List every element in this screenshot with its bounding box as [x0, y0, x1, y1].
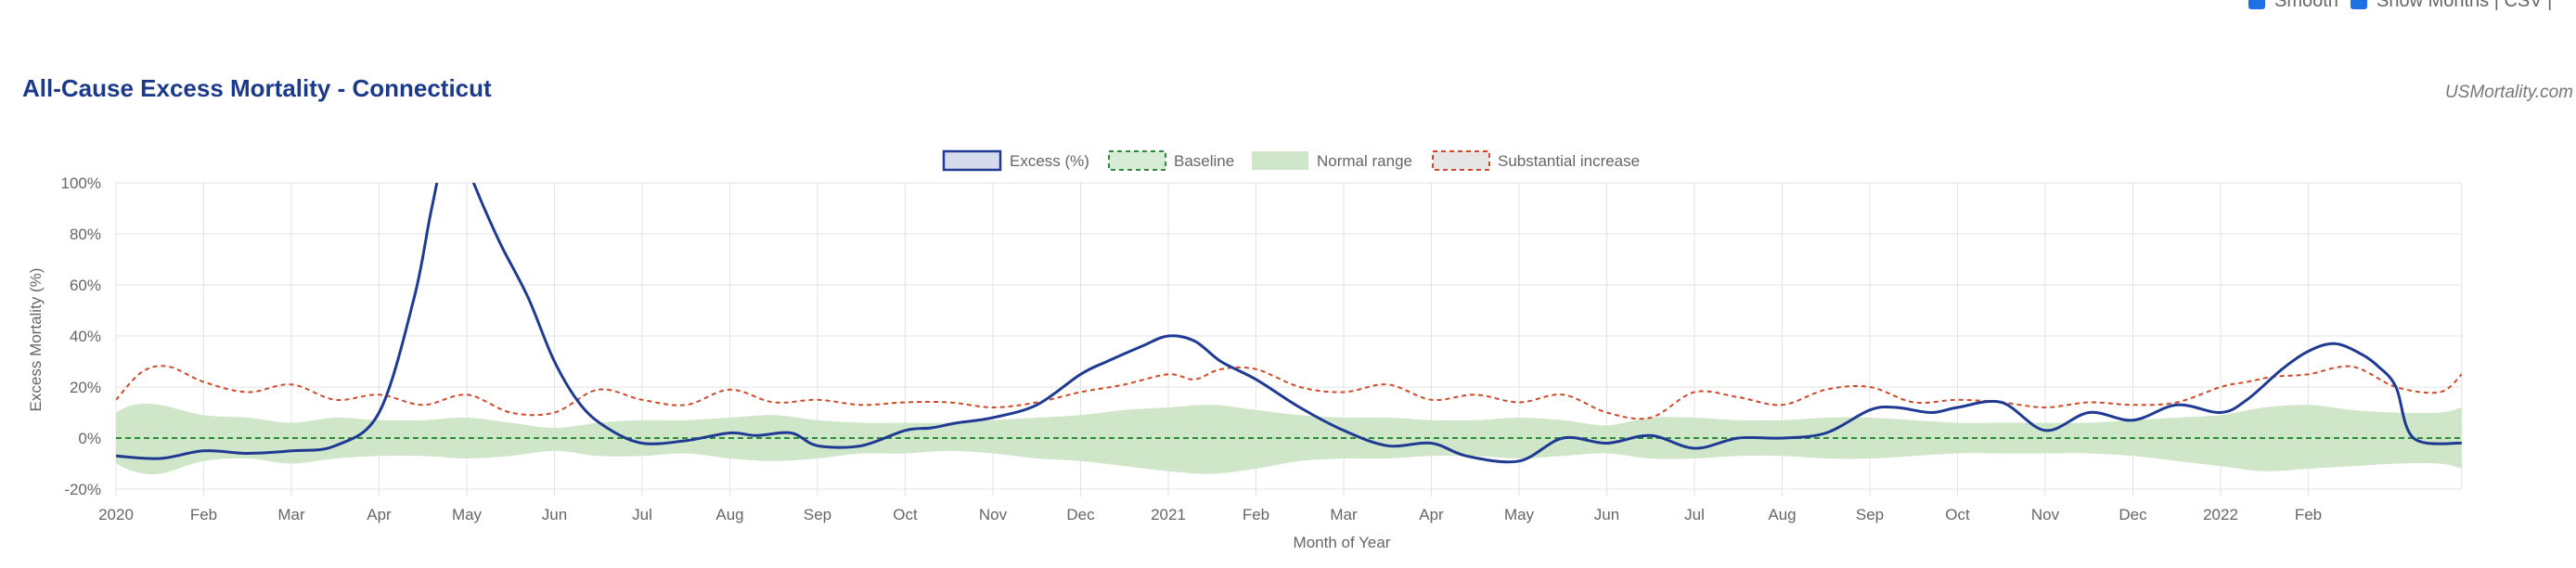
legend-label-substantial-increase: Substantial increase — [1498, 152, 1640, 170]
x-tick-label: Jun — [1594, 506, 1619, 523]
x-tick-label: Mar — [277, 506, 305, 523]
x-tick-label: Mar — [1330, 506, 1358, 523]
y-tick-label: 40% — [70, 328, 101, 345]
x-tick-label: Jul — [1684, 506, 1705, 523]
x-tick-label: Sep — [1856, 506, 1884, 523]
y-axis-ticks: 100% 80% 60% 40% 20% 0% -20% — [61, 174, 101, 498]
x-tick-label: Apr — [1419, 506, 1444, 523]
legend: Excess (%) Baseline Normal range Substan… — [942, 149, 1640, 172]
x-tick-label: Oct — [1945, 506, 1970, 523]
x-tick-label: Jul — [632, 506, 652, 523]
x-tick-label: 2021 — [1151, 506, 1186, 523]
x-tick-label: Feb — [1243, 506, 1269, 523]
x-tick-label: Apr — [367, 506, 392, 523]
x-tick-label: 2022 — [2203, 506, 2238, 523]
show-months-checkbox[interactable] — [2351, 0, 2367, 9]
x-tick-label: Aug — [715, 506, 743, 523]
x-tick-label: Nov — [979, 506, 1008, 523]
y-axis-title: Excess Mortality (%) — [27, 268, 45, 412]
x-tick-label: Dec — [2119, 506, 2147, 523]
smooth-checkbox[interactable] — [2248, 0, 2265, 9]
x-axis-ticks: 2020 Feb Mar Apr May Jun Jul Aug Sep Oct Nov Dec 202… — [98, 506, 2322, 523]
x-tick-label: May — [1504, 506, 1535, 523]
legend-item-normal-range[interactable]: Normal range — [1252, 151, 1412, 170]
smooth-option[interactable]: Smooth — [2248, 0, 2338, 11]
legend-swatch-substantial-increase — [1432, 150, 1490, 171]
x-tick-label: Aug — [1768, 506, 1796, 523]
x-tick-label: May — [452, 506, 483, 523]
legend-swatch-normal-range — [1252, 151, 1308, 170]
legend-item-baseline[interactable]: Baseline — [1108, 150, 1234, 171]
x-tick-label: Sep — [804, 506, 831, 523]
x-tick-label: Feb — [190, 506, 217, 523]
y-tick-label: -20% — [64, 481, 101, 498]
legend-item-excess[interactable]: Excess (%) — [942, 149, 1089, 172]
x-tick-label: Dec — [1066, 506, 1095, 523]
substantial-increase-line — [116, 365, 2462, 420]
lines-layer — [116, 183, 2462, 464]
legend-label-excess: Excess (%) — [1010, 152, 1089, 170]
legend-item-substantial-increase[interactable]: Substantial increase — [1432, 150, 1640, 171]
y-tick-label: 0% — [78, 430, 101, 447]
legend-swatch-excess — [942, 149, 1002, 172]
normal-range-layer — [116, 404, 2462, 475]
site-watermark[interactable]: USMortality.com — [2445, 83, 2573, 102]
x-tick-label: 2020 — [98, 506, 134, 523]
smooth-label: Smooth — [2274, 0, 2338, 11]
chart-title: All-Cause Excess Mortality - Connecticut — [22, 74, 492, 102]
x-axis-title: Month of Year — [1294, 534, 1391, 551]
normal-range-band — [116, 404, 2462, 475]
x-tick-label: Jun — [542, 506, 567, 523]
y-tick-label: 80% — [70, 226, 101, 243]
legend-label-baseline: Baseline — [1174, 152, 1234, 170]
y-tick-label: 60% — [70, 277, 101, 294]
top-toolbar: Smooth Show Months | CSV | — [0, 0, 2576, 13]
legend-label-normal-range: Normal range — [1317, 152, 1412, 170]
y-tick-label: 100% — [61, 174, 101, 192]
show-months-option[interactable]: Show Months | CSV | — [2351, 0, 2553, 11]
show-months-label: Show Months | CSV | — [2376, 0, 2553, 11]
x-tick-label: Feb — [2295, 506, 2322, 523]
excess-line — [116, 183, 2462, 464]
legend-swatch-baseline — [1108, 150, 1166, 171]
x-tick-label: Oct — [893, 506, 918, 523]
y-tick-label: 20% — [70, 379, 101, 396]
x-tick-label: Nov — [2031, 506, 2060, 523]
